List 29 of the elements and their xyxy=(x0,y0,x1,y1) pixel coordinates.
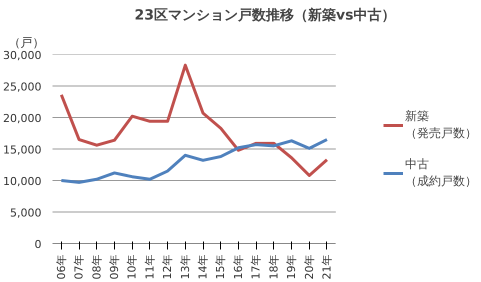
legend-label: 中古（成約戸数） xyxy=(405,156,477,190)
y-tick-label: 15,000 xyxy=(3,144,42,156)
x-tick-label: 09年 xyxy=(108,254,121,280)
y-tick-label: 25,000 xyxy=(3,80,42,94)
x-tick-label: 18年 xyxy=(267,254,280,280)
legend-label: 新築（発売戸数） xyxy=(405,108,477,142)
x-tick-label: 16年 xyxy=(232,254,245,280)
x-tick-label: 12年 xyxy=(161,254,174,280)
x-tick-label: 15年 xyxy=(214,254,228,280)
x-tick-label: 13年 xyxy=(178,254,192,280)
y-tick-label: 0 xyxy=(34,238,42,251)
chart-title: 23区マンション戸数推移（新築vs中古） xyxy=(134,6,396,24)
y-tick-label: 30,000 xyxy=(3,49,42,62)
line-series xyxy=(60,138,328,184)
x-tick-label: 14年 xyxy=(196,254,210,280)
line-series xyxy=(60,64,328,177)
x-tick-label: 19年 xyxy=(285,254,298,280)
y-tick-label: 20,000 xyxy=(3,112,42,125)
y-tick-label: 10,000 xyxy=(3,175,42,188)
x-tick-label: 08年 xyxy=(90,254,104,280)
x-tick-label: 06年 xyxy=(54,254,68,280)
x-tick-label: 10年 xyxy=(126,254,139,280)
x-tick-label: 11年 xyxy=(143,254,156,280)
x-tick-label: 07年 xyxy=(72,254,86,280)
y-axis-title: （戸） xyxy=(8,36,44,50)
y-tick-label: 5,000 xyxy=(10,206,42,220)
x-tick-label: 21年 xyxy=(320,254,334,280)
x-tick-label: 17年 xyxy=(250,254,263,280)
x-tick-label: 20年 xyxy=(302,254,316,280)
